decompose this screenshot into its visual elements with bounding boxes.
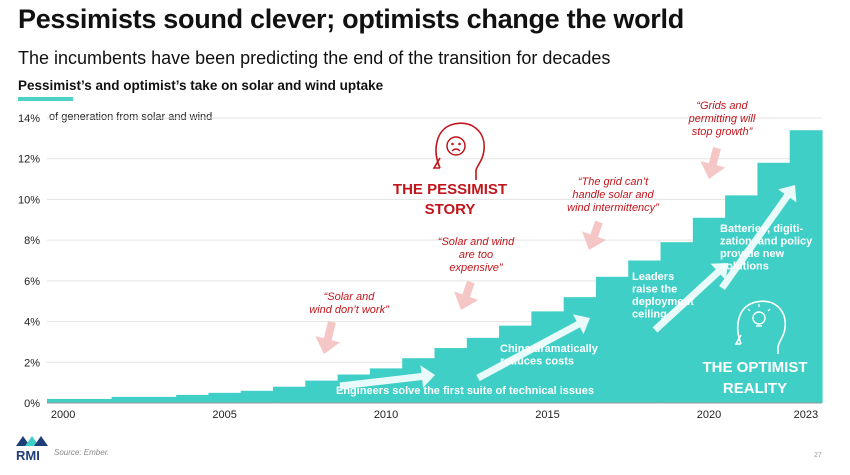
- bar-2001: [79, 398, 113, 403]
- bar-2003: [143, 396, 177, 403]
- bar-2006: [240, 390, 274, 403]
- optimist-note-line: zation, and policy: [720, 236, 813, 248]
- pessimist-quote-line: wind don’t work”: [309, 304, 390, 316]
- y-tick-label: 4%: [24, 317, 40, 329]
- y-tick-label: 8%: [24, 235, 40, 247]
- optimist-note: China dramatically reduces costs: [500, 343, 599, 368]
- optimist-arrows: [339, 185, 797, 390]
- x-tick-label: 2023: [794, 409, 818, 421]
- y-tick-label: 6%: [24, 276, 40, 288]
- bar-2010: [369, 368, 403, 403]
- logo-text: RMI: [16, 448, 40, 463]
- bar-2023: [789, 130, 823, 403]
- pessimist-heading-line: STORY: [425, 201, 476, 218]
- x-tick-label: 2005: [212, 409, 236, 421]
- y-tick-label: 14%: [18, 113, 40, 125]
- bar-2016: [563, 297, 597, 403]
- bar-2005: [208, 392, 242, 403]
- pessimist-quote-line: stop growth”: [692, 126, 754, 138]
- idea-head-icon: [734, 300, 786, 354]
- x-tick-label: 2010: [374, 409, 398, 421]
- y-axis-label: of generation from solar and wind: [49, 111, 213, 123]
- optimist-note-line: ceiling: [632, 309, 667, 321]
- bar-2008: [305, 380, 339, 403]
- optimist-heading-line: REALITY: [723, 380, 787, 397]
- optimist-arrow: [719, 185, 797, 291]
- pessimist-arrow: [700, 147, 726, 179]
- y-tick-labels: 0% 2% 4% 6% 8% 10% 12% 14%: [18, 113, 40, 410]
- pessimist-quote-line: “Solar and: [324, 291, 376, 303]
- pessimist-heading-line: THE PESSIMIST: [393, 181, 507, 198]
- y-tick-label: 2%: [24, 357, 40, 369]
- bar-2000: [47, 398, 80, 403]
- optimist-note-line: Leaders: [632, 271, 674, 283]
- page-title: Pessimists sound clever; optimists chang…: [18, 4, 684, 34]
- rmi-logo: RMI: [14, 433, 50, 472]
- optimist-note-line: provide new: [720, 248, 785, 260]
- x-tick-label: 2020: [697, 409, 721, 421]
- y-tick-label: 10%: [18, 194, 40, 206]
- optimist-arrow: [652, 263, 728, 333]
- chart-title: Pessimist’s and optimist’s take on solar…: [18, 78, 384, 93]
- pessimist-quote-line: “Solar and wind: [438, 236, 515, 248]
- bar-2018: [628, 260, 662, 403]
- x-tick-labels: 2000 2005 2010 2015 2020 2023: [51, 409, 818, 421]
- optimist-note-line: deployment: [632, 296, 694, 308]
- optimist-note: Leaders raise the deployment ceiling: [632, 271, 694, 321]
- pessimist-arrow: [315, 321, 341, 354]
- pessimist-quote-line: “The grid can’t: [578, 176, 649, 188]
- bar-2015: [531, 311, 565, 403]
- pessimist-quote: “Grids and permitting will stop growth”: [688, 100, 756, 138]
- pessimist-quote: “The grid can’t handle solar and wind inte…: [567, 176, 660, 214]
- pessimist-quote-line: wind intermittency”: [567, 202, 660, 214]
- y-tick-label: 12%: [18, 154, 40, 166]
- x-tick-label: 2015: [535, 409, 559, 421]
- bar-2021: [725, 195, 759, 403]
- pessimist-arrow: [454, 280, 479, 310]
- bar-2020: [692, 217, 726, 403]
- pessimist-arrow: [582, 220, 607, 250]
- optimist-arrow: [476, 314, 590, 382]
- optimist-arrow: [339, 365, 435, 390]
- optimist-heading-line: THE OPTIMIST: [703, 359, 808, 376]
- pessimist-quote-line: permitting will: [688, 113, 756, 125]
- rmi-logo-icon: RMI: [16, 436, 48, 463]
- optimist-note-line: raise the: [632, 284, 677, 296]
- pessimist-heading: THE PESSIMIST STORY: [393, 181, 507, 218]
- x-tick-label: 2000: [51, 409, 75, 421]
- bar-2012: [434, 348, 468, 403]
- bar-2007: [273, 386, 306, 403]
- bar-2017: [595, 276, 629, 403]
- bar-2004: [176, 394, 210, 403]
- bar-2002: [111, 396, 145, 403]
- pessimist-annotations: THE PESSIMIST STORY “Solar and wind don’t w…: [309, 100, 756, 316]
- chart-title-underline: [18, 97, 73, 101]
- optimist-annotations: THE OPTIMIST REALITY Engineers solve the f…: [336, 223, 813, 397]
- optimist-note-line: Engineers solve the first suite of techn…: [336, 385, 594, 397]
- page-subtitle: The incumbents have been predicting the …: [18, 48, 611, 68]
- optimist-note-line: Batteries, digiti-: [720, 223, 803, 235]
- pessimist-quote: “Solar and wind don’t work”: [309, 291, 390, 316]
- worried-head-icon: [432, 122, 485, 180]
- page-number: 27: [814, 452, 822, 459]
- pessimist-quote-line: are too: [459, 249, 493, 261]
- pessimist-quote-line: handle solar and: [572, 189, 654, 201]
- optimist-note-line: solutions: [720, 261, 769, 273]
- optimist-note-line: reduces costs: [500, 356, 574, 368]
- pessimist-quote-line: “Grids and: [696, 100, 748, 112]
- pessimist-quote-line: expensive”: [449, 262, 504, 274]
- optimist-heading: THE OPTIMIST REALITY: [703, 359, 808, 397]
- optimist-note: Batteries, digiti-zation, and policy prov…: [720, 223, 813, 273]
- pessimist-quote: “Solar and wind are too expensive”: [438, 236, 515, 274]
- y-tick-label: 0%: [24, 398, 40, 410]
- optimist-note: Engineers solve the first suite of techn…: [336, 385, 594, 397]
- pessimist-arrows: [315, 147, 726, 354]
- optimist-note-line: China dramatically: [500, 343, 599, 355]
- source-note: Source: Ember.: [54, 448, 110, 457]
